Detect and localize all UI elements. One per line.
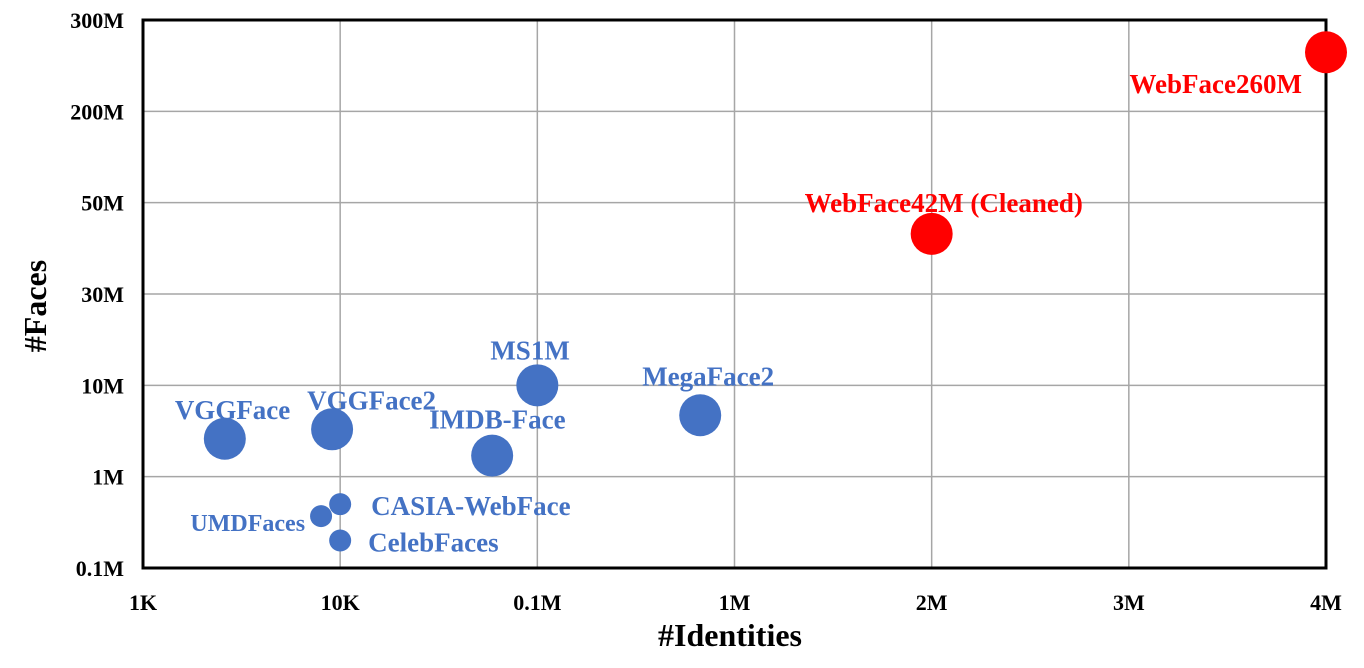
x-tick-label: 3M xyxy=(1113,590,1145,615)
plot-frame xyxy=(141,18,1328,570)
x-axis-ticks: 1K 10K 0.1M 1M 2M 3M 4M xyxy=(129,590,1342,615)
x-tick-label: 0.1M xyxy=(513,590,562,615)
point-imdb-face xyxy=(471,434,514,477)
label-webface42m-cleaned: WebFace42M (Cleaned) xyxy=(805,188,1083,218)
x-tick-label: 1M xyxy=(719,590,751,615)
label-vggface: VGGFace xyxy=(175,395,290,425)
point-vggface2 xyxy=(311,408,354,451)
y-tick-label: 50M xyxy=(81,191,124,216)
y-tick-label: 10M xyxy=(81,373,124,398)
point-webface260m xyxy=(1305,31,1347,74)
point-casia-webface xyxy=(329,493,352,516)
label-webface260m: WebFace260M xyxy=(1130,69,1302,99)
y-tick-label: 200M xyxy=(70,99,124,124)
x-tick-label: 10K xyxy=(321,590,360,615)
label-imdb-face: IMDB-Face xyxy=(429,405,565,435)
point-megaface2 xyxy=(679,394,722,437)
x-tick-label: 2M xyxy=(916,590,948,615)
data-points xyxy=(203,31,1347,552)
label-ms1m: MS1M xyxy=(490,335,569,365)
point-celebfaces xyxy=(329,529,352,552)
y-axis-ticks: 0.1M 1M 10M 30M 50M 200M 300M xyxy=(70,8,124,581)
point-vggface xyxy=(203,417,246,460)
x-axis-title: #Identities xyxy=(658,617,802,653)
y-tick-label: 300M xyxy=(70,8,124,33)
y-tick-label: 0.1M xyxy=(76,556,125,581)
y-tick-label: 1M xyxy=(92,465,124,490)
label-megaface2: MegaFace2 xyxy=(642,361,774,391)
x-tick-label: 4M xyxy=(1310,590,1342,615)
y-axis-title: #Faces xyxy=(17,260,53,352)
label-celebfaces: CelebFaces xyxy=(368,528,498,558)
point-ms1m xyxy=(516,364,559,407)
point-umdfaces xyxy=(310,505,333,528)
x-tick-label: 1K xyxy=(129,590,157,615)
grid-lines xyxy=(143,20,1326,568)
label-vggface2: VGGFace2 xyxy=(307,385,436,415)
y-tick-label: 30M xyxy=(81,282,124,307)
point-webface42m-cleaned xyxy=(910,212,953,255)
label-umdfaces: UMDFaces xyxy=(190,511,305,537)
label-casia-webface: CASIA-WebFace xyxy=(371,491,570,521)
